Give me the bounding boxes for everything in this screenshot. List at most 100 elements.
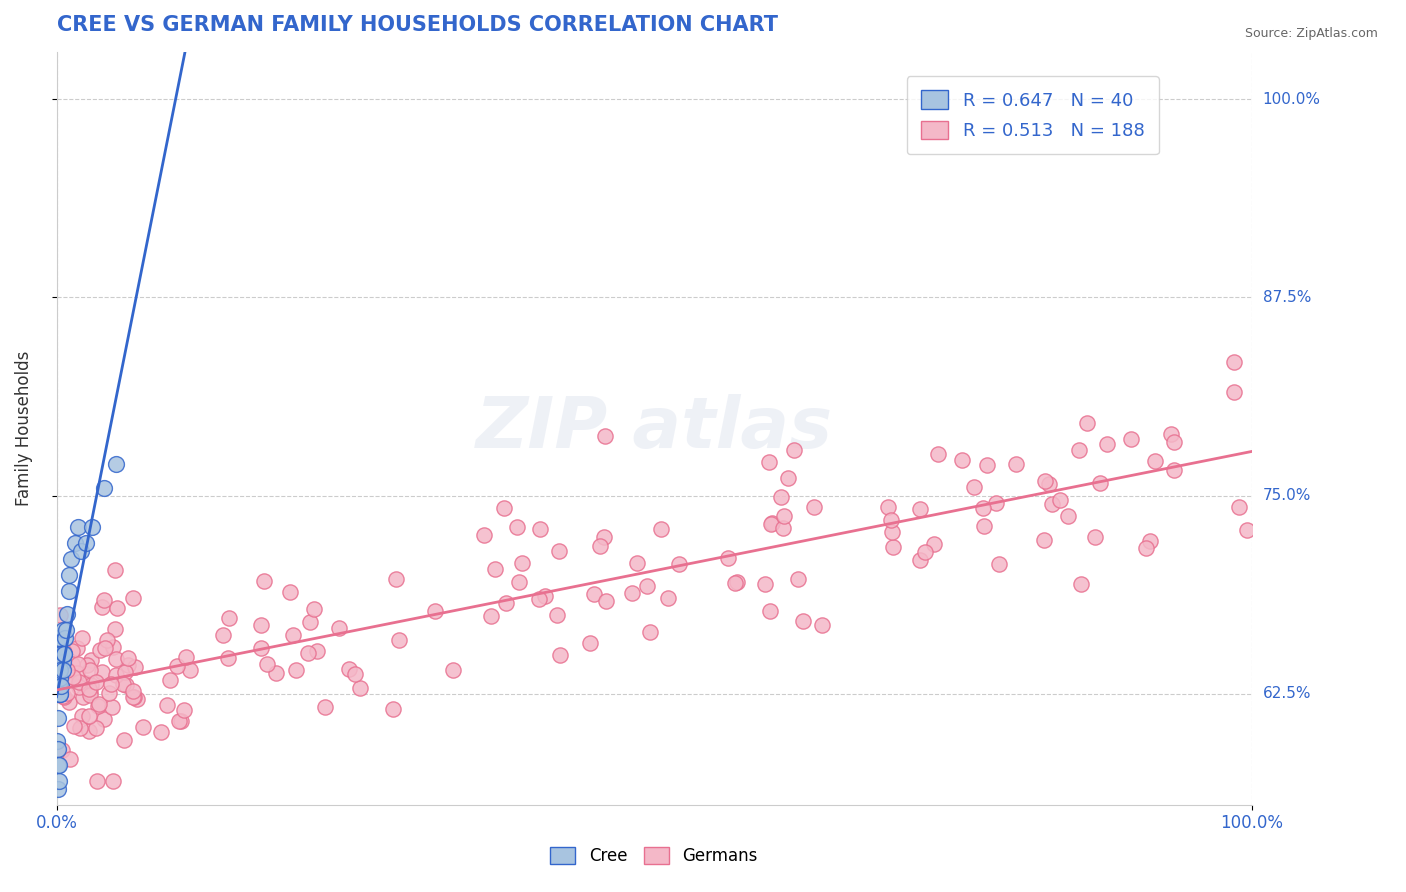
- Point: [67, 520, 90, 534]
- Point: [1070, 577, 1092, 591]
- Point: [84, 721, 107, 735]
- Point: [48, 773, 70, 788]
- Point: [811, 618, 834, 632]
- Point: [76, 536, 98, 550]
- Point: [914, 545, 936, 559]
- Point: [56, 607, 79, 622]
- Point: [776, 471, 799, 485]
- Point: [650, 522, 672, 536]
- Point: [46, 630, 69, 644]
- Point: [986, 496, 1008, 510]
- Point: [174, 649, 197, 664]
- Text: 87.5%: 87.5%: [1263, 290, 1310, 305]
- Point: [882, 540, 904, 554]
- Point: [58, 567, 80, 582]
- Point: [343, 667, 366, 681]
- Point: [950, 453, 973, 467]
- Point: [1038, 477, 1060, 491]
- Point: [93, 592, 115, 607]
- Point: [79, 689, 101, 703]
- Point: [304, 601, 326, 615]
- Point: [593, 530, 616, 544]
- Point: [66, 666, 89, 681]
- Point: [105, 600, 128, 615]
- Point: [49, 608, 72, 623]
- Point: [63, 719, 86, 733]
- Point: [93, 481, 115, 495]
- Point: [63, 536, 86, 550]
- Point: [114, 678, 136, 692]
- Point: [48, 663, 70, 677]
- Point: [105, 668, 128, 682]
- Point: [104, 563, 127, 577]
- Point: [66, 641, 89, 656]
- Point: [46, 758, 69, 772]
- Point: [550, 648, 572, 663]
- Point: [117, 651, 139, 665]
- Point: [62, 670, 84, 684]
- Point: [77, 708, 100, 723]
- Point: [48, 758, 70, 772]
- Point: [1135, 541, 1157, 555]
- Point: [256, 657, 278, 672]
- Point: [972, 501, 994, 516]
- Point: [976, 458, 998, 472]
- Point: [84, 675, 107, 690]
- Point: [93, 712, 115, 726]
- Point: [266, 666, 288, 681]
- Point: [132, 721, 155, 735]
- Point: [754, 577, 776, 591]
- Point: [636, 579, 658, 593]
- Legend: R = 0.647   N = 40, R = 0.513   N = 188: R = 0.647 N = 40, R = 0.513 N = 188: [907, 76, 1159, 154]
- Point: [773, 509, 796, 524]
- Point: [880, 513, 903, 527]
- Point: [173, 703, 195, 717]
- Point: [49, 671, 72, 685]
- Point: [1160, 427, 1182, 442]
- Point: [104, 622, 127, 636]
- Text: 62.5%: 62.5%: [1263, 686, 1312, 701]
- Point: [48, 679, 70, 693]
- Point: [963, 480, 986, 494]
- Point: [166, 659, 188, 673]
- Point: [579, 636, 602, 650]
- Point: [86, 773, 108, 788]
- Point: [48, 632, 70, 646]
- Point: [49, 687, 72, 701]
- Point: [89, 697, 111, 711]
- Point: [495, 596, 517, 610]
- Point: [90, 665, 112, 680]
- Point: [75, 676, 97, 690]
- Point: [385, 572, 408, 586]
- Point: [77, 682, 100, 697]
- Point: [583, 587, 606, 601]
- Point: [1084, 530, 1107, 544]
- Point: [1067, 443, 1090, 458]
- Point: [150, 725, 173, 739]
- Point: [253, 574, 276, 588]
- Text: CREE VS GERMAN FAMILY HOUSEHOLDS CORRELATION CHART: CREE VS GERMAN FAMILY HOUSEHOLDS CORRELA…: [56, 15, 778, 35]
- Point: [250, 641, 273, 656]
- Y-axis label: Family Households: Family Households: [15, 351, 32, 506]
- Point: [281, 628, 304, 642]
- Point: [105, 457, 128, 471]
- Point: [76, 658, 98, 673]
- Point: [278, 585, 301, 599]
- Point: [94, 640, 117, 655]
- Point: [159, 673, 181, 688]
- Point: [70, 709, 93, 723]
- Point: [52, 645, 75, 659]
- Point: [122, 684, 145, 698]
- Point: [156, 698, 179, 712]
- Point: [100, 677, 122, 691]
- Point: [529, 523, 551, 537]
- Point: [56, 686, 79, 700]
- Point: [927, 448, 949, 462]
- Point: [49, 655, 72, 669]
- Point: [70, 631, 93, 645]
- Point: [1223, 355, 1246, 369]
- Point: [484, 562, 506, 576]
- Point: [534, 589, 557, 603]
- Point: [1163, 435, 1185, 450]
- Point: [60, 644, 83, 658]
